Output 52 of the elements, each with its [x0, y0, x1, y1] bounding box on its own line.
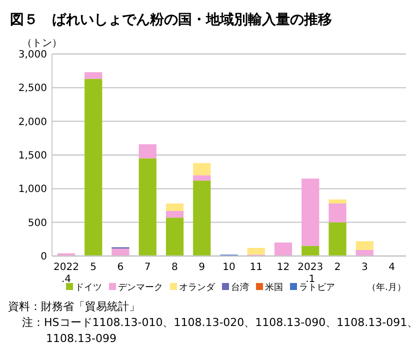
bar [193, 180, 211, 256]
y-tick-label: 2,000 [18, 116, 47, 128]
x-tick-label: 9 [198, 262, 206, 273]
bar [193, 163, 211, 176]
y-tick-label: 500 [28, 218, 47, 229]
bar [193, 175, 211, 181]
bar [138, 158, 156, 256]
bar [166, 218, 184, 256]
bar [302, 178, 320, 246]
x-tick-label: 6 [117, 262, 124, 273]
legend-label: デンマーク [118, 283, 163, 293]
bar [328, 222, 346, 256]
bar [84, 78, 102, 256]
x-tick-label: 5 [90, 262, 97, 273]
bar [356, 241, 374, 250]
y-tick-label: 1,000 [18, 184, 47, 196]
y-tick-label: 3,000 [18, 50, 47, 60]
text: 資料：財務省「貿易統計」 [8, 300, 140, 313]
bar [328, 199, 346, 204]
y-tick-label: 1,500 [18, 150, 47, 162]
legend-label: 米国 [265, 282, 283, 293]
legend-label: 台湾 [231, 282, 249, 293]
x-tick-label: 3 [361, 262, 368, 273]
x-axis-title: （年.月） [367, 282, 406, 293]
y-axis-title: （トン） [22, 38, 62, 49]
bar [274, 242, 292, 256]
y-tick-label: 2,500 [18, 83, 47, 94]
legend-label: ラトビア [299, 282, 335, 293]
bar [166, 210, 184, 218]
text: 1108.13-099 [46, 332, 116, 345]
y-tick-label: 0 [40, 252, 47, 262]
bar [84, 72, 102, 79]
chart-title: 図５ ばれいしょでん粉の国・地域別輸入量の推移 [10, 12, 332, 28]
x-tick-label: 12 [276, 262, 290, 273]
bar [112, 248, 130, 256]
bar [247, 248, 265, 255]
legend-label: ドイツ [75, 283, 102, 293]
bar [356, 250, 374, 256]
bar [302, 246, 320, 256]
x-tick-label: 2022 .4 [54, 262, 79, 285]
x-tick-label: 7 [144, 262, 151, 273]
x-tick-label: 4 [388, 262, 395, 273]
text: 注：HSコード1108.13-010、1108.13-020、1108.13-090、1108.13-091、 [22, 316, 418, 329]
bar [138, 144, 156, 158]
x-tick-label: 2023 .1 [298, 262, 324, 285]
x-tick-label: 10 [222, 262, 236, 273]
x-tick-label: 2 [334, 262, 341, 273]
x-tick-label: 11 [250, 262, 262, 273]
bar [328, 203, 346, 222]
bar [166, 203, 184, 211]
x-tick-label: 8 [172, 262, 178, 273]
legend-label: オランダ [179, 282, 216, 293]
